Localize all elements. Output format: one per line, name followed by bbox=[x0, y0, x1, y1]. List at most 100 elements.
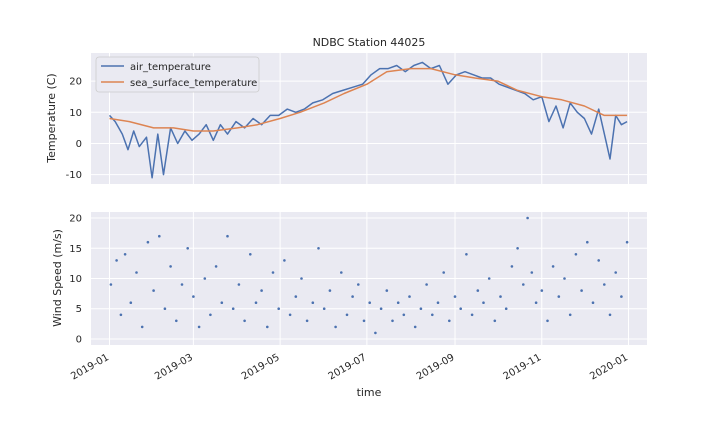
wind-speed-point bbox=[214, 265, 218, 268]
wind-speed-point bbox=[322, 307, 326, 311]
wind-speed-point bbox=[408, 295, 411, 298]
wind-speed-point bbox=[419, 307, 423, 311]
wind-speed-point bbox=[180, 283, 184, 286]
wind-speed-point bbox=[266, 325, 269, 329]
wind-speed-point bbox=[237, 283, 241, 286]
wind-speed-point bbox=[123, 253, 127, 256]
wind-speed-point bbox=[220, 301, 224, 305]
wind-speed-point bbox=[328, 289, 332, 292]
wind-speed-point bbox=[425, 283, 428, 286]
temperature-panel: -10 0 10 20 NDBC Station 44025 Temperature … bbox=[45, 36, 647, 184]
wind-speed-point bbox=[186, 247, 189, 250]
chart-title: NDBC Station 44025 bbox=[313, 36, 426, 49]
wind-speed-point bbox=[546, 319, 549, 323]
temperature-y-tick-label: 20 bbox=[69, 77, 82, 88]
wind-speed-point bbox=[152, 289, 155, 292]
wind-speed-point bbox=[614, 271, 617, 274]
wind-speed-point bbox=[574, 253, 578, 256]
wind-speed-point bbox=[396, 301, 400, 305]
wind-speed-point bbox=[226, 234, 229, 238]
wind-speed-point bbox=[493, 319, 497, 323]
legend-label-air-temperature: air_temperature bbox=[130, 62, 211, 73]
wind-speed-point bbox=[129, 301, 133, 305]
wind-speed-point bbox=[402, 313, 406, 317]
wind-speed-point bbox=[283, 259, 286, 262]
temperature-y-axis-label: Temperature (C) bbox=[45, 73, 58, 163]
wind-speed-point bbox=[379, 307, 383, 311]
x-tick-label: 2019-11 bbox=[502, 352, 544, 382]
wind-speed-point bbox=[510, 265, 514, 268]
air-temperature-line bbox=[108, 61, 628, 179]
wind-speed-point bbox=[436, 301, 440, 305]
wind-y-ticks: 0 5 10 15 20 bbox=[69, 214, 82, 346]
wind-speed-point bbox=[522, 283, 525, 286]
wind-speed-point bbox=[470, 313, 474, 317]
temperature-y-tick-label: 0 bbox=[76, 139, 82, 150]
temperature-y-tick-label: 10 bbox=[69, 108, 82, 119]
wind-speed-point bbox=[453, 295, 457, 298]
wind-speed-point bbox=[620, 295, 623, 298]
wind-speed-point bbox=[119, 313, 123, 317]
wind-speed-point bbox=[465, 253, 468, 256]
wind-speed-point bbox=[334, 325, 337, 329]
wind-y-tick-label: 20 bbox=[69, 214, 82, 225]
wind-speed-point bbox=[351, 295, 354, 298]
wind-speed-point bbox=[368, 301, 372, 305]
sea-surface-temperature-line bbox=[109, 67, 628, 132]
wind-speed-point bbox=[209, 313, 212, 317]
wind-speed-point bbox=[294, 295, 298, 298]
wind-speed-point bbox=[608, 313, 612, 317]
wind-speed-point bbox=[260, 289, 263, 292]
wind-speed-point bbox=[568, 313, 572, 317]
temperature-y-ticks: -10 0 10 20 bbox=[66, 77, 82, 182]
wind-speed-point bbox=[551, 265, 555, 268]
wind-y-tick-label: 15 bbox=[69, 244, 82, 255]
wind-speed-point bbox=[243, 319, 246, 323]
wind-speed-point bbox=[163, 307, 167, 311]
wind-speed-point bbox=[135, 271, 138, 274]
wind-speed-point bbox=[231, 307, 235, 311]
wind-speed-point bbox=[476, 289, 480, 292]
wind-speed-point bbox=[459, 307, 463, 311]
wind-y-tick-label: 5 bbox=[76, 304, 82, 315]
x-tick-label: 2020-01 bbox=[588, 352, 630, 382]
wind-speed-point bbox=[557, 295, 561, 298]
x-tick-label: 2019-05 bbox=[240, 352, 282, 382]
wind-speed-point bbox=[385, 289, 389, 292]
wind-speed-point bbox=[317, 247, 320, 250]
wind-speed-point bbox=[300, 277, 303, 280]
wind-speed-point bbox=[603, 283, 606, 286]
wind-speed-point bbox=[580, 289, 583, 292]
wind-speed-point bbox=[413, 325, 417, 329]
wind-speed-point bbox=[277, 307, 281, 311]
wind-speed-point bbox=[431, 313, 434, 317]
temperature-y-tick-label: -10 bbox=[66, 170, 82, 181]
x-axis-label: time bbox=[357, 386, 382, 399]
wind-speed-point bbox=[197, 325, 201, 329]
wind-speed-point bbox=[625, 240, 629, 244]
legend: air_temperature sea_surface_temperature bbox=[95, 56, 260, 93]
wind-speed-point bbox=[140, 325, 144, 329]
legend-label-sea-surface-temperature: sea_surface_temperature bbox=[130, 78, 257, 89]
wind-y-axis-label: Wind Speed (m/s) bbox=[51, 229, 64, 327]
wind-speed-point bbox=[305, 319, 309, 323]
wind-speed-point bbox=[288, 313, 292, 317]
wind-speed-point bbox=[109, 283, 113, 286]
wind-speed-point bbox=[586, 240, 589, 244]
wind-grid bbox=[91, 212, 647, 345]
wind-speed-point bbox=[448, 319, 451, 323]
legend-box bbox=[95, 56, 260, 93]
wind-speed-point bbox=[192, 295, 195, 298]
x-tick-label: 2019-03 bbox=[153, 352, 195, 382]
wind-speed-point bbox=[540, 289, 544, 292]
wind-speed-point bbox=[115, 259, 118, 262]
x-tick-label: 2019-01 bbox=[69, 352, 111, 382]
wind-speed-point bbox=[203, 277, 207, 280]
wind-speed-point bbox=[271, 271, 275, 274]
wind-speed-point bbox=[530, 271, 534, 274]
wind-speed-point bbox=[345, 313, 349, 317]
wind-speed-point bbox=[487, 277, 491, 280]
wind-speed-point bbox=[146, 240, 150, 244]
